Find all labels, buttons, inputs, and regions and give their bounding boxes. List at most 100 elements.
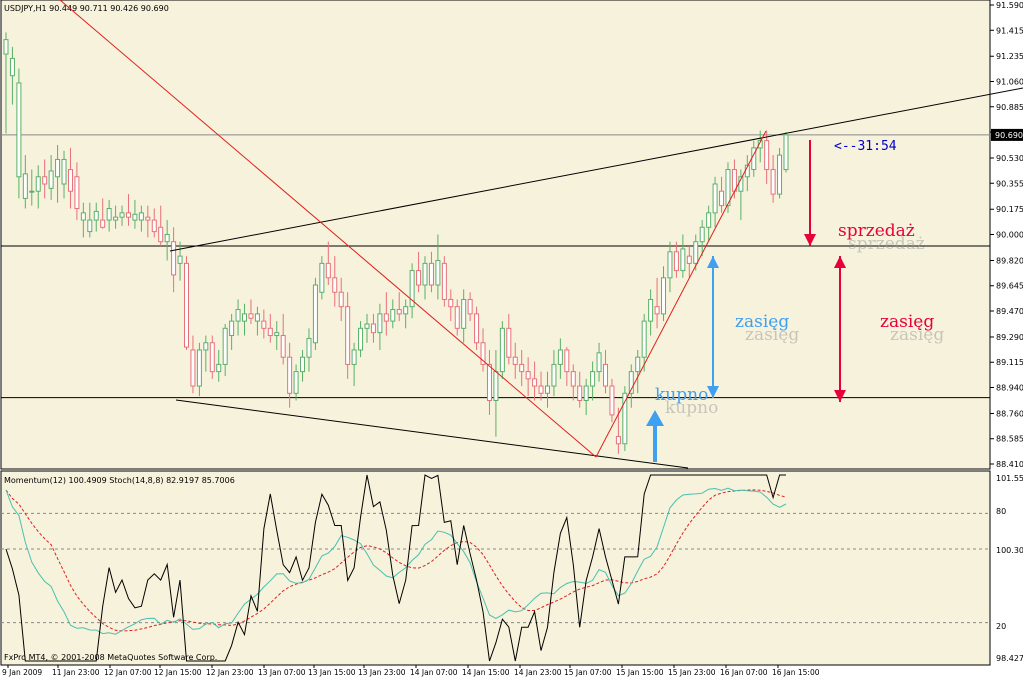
bear-candle[interactable] xyxy=(512,356,518,365)
bear-candle[interactable] xyxy=(454,306,460,329)
bear-candle[interactable] xyxy=(467,298,473,315)
bear-candle[interactable] xyxy=(183,262,189,348)
bull-candle[interactable] xyxy=(3,39,9,55)
bull-candle[interactable] xyxy=(635,356,641,373)
bull-candle[interactable] xyxy=(93,210,99,221)
bear-candle[interactable] xyxy=(416,270,422,286)
bull-candle[interactable] xyxy=(242,313,248,322)
bull-candle[interactable] xyxy=(493,371,499,401)
bear-candle[interactable] xyxy=(577,385,583,401)
bear-candle[interactable] xyxy=(570,371,576,387)
bear-candle[interactable] xyxy=(338,291,344,308)
bear-candle[interactable] xyxy=(486,363,492,401)
bull-candle[interactable] xyxy=(274,332,280,337)
indicator-panel[interactable] xyxy=(0,470,991,666)
bull-candle[interactable] xyxy=(164,234,170,243)
bull-candle[interactable] xyxy=(409,270,415,308)
bear-candle[interactable] xyxy=(603,363,609,387)
bull-candle[interactable] xyxy=(351,349,357,365)
bull-candle[interactable] xyxy=(80,212,86,221)
bull-candle[interactable] xyxy=(583,385,589,401)
bull-candle[interactable] xyxy=(132,213,138,221)
bear-candle[interactable] xyxy=(764,140,770,171)
rising-red-trendline[interactable] xyxy=(595,130,767,458)
bull-candle[interactable] xyxy=(557,349,563,365)
bull-candle[interactable] xyxy=(235,309,241,322)
bull-candle[interactable] xyxy=(641,320,647,358)
bull-candle[interactable] xyxy=(216,363,222,373)
bear-candle[interactable] xyxy=(538,385,544,394)
bull-candle[interactable] xyxy=(119,212,125,218)
bull-candle[interactable] xyxy=(667,251,673,279)
bull-candle[interactable] xyxy=(544,385,550,394)
bull-candle[interactable] xyxy=(435,259,441,286)
stoch-main-line[interactable] xyxy=(5,487,787,635)
bull-candle[interactable] xyxy=(725,169,731,207)
bull-candle[interactable] xyxy=(699,226,705,243)
bear-candle[interactable] xyxy=(719,190,725,207)
bear-candle[interactable] xyxy=(770,169,776,195)
bear-candle[interactable] xyxy=(506,327,512,358)
bull-candle[interactable] xyxy=(35,176,41,192)
bull-candle[interactable] xyxy=(312,284,318,344)
bull-candle[interactable] xyxy=(693,241,699,264)
bear-candle[interactable] xyxy=(615,436,621,445)
bear-candle[interactable] xyxy=(673,251,679,272)
bear-candle[interactable] xyxy=(332,277,338,293)
bear-candle[interactable] xyxy=(67,169,73,192)
momentum-line[interactable] xyxy=(5,474,786,662)
bull-candle[interactable] xyxy=(461,298,467,329)
bull-candle[interactable] xyxy=(177,255,183,264)
bull-candle[interactable] xyxy=(680,248,686,272)
bull-candle[interactable] xyxy=(551,363,557,387)
bull-candle[interactable] xyxy=(422,262,428,286)
bear-candle[interactable] xyxy=(345,306,351,365)
bull-candle[interactable] xyxy=(364,323,370,329)
bull-candle[interactable] xyxy=(254,313,260,322)
bear-candle[interactable] xyxy=(190,349,196,387)
bear-candle[interactable] xyxy=(248,313,254,319)
bull-candle[interactable] xyxy=(48,170,54,189)
bear-candle[interactable] xyxy=(74,176,80,210)
bull-candle[interactable] xyxy=(628,371,634,394)
bull-candle[interactable] xyxy=(757,140,763,149)
bull-candle[interactable] xyxy=(499,327,505,373)
bear-candle[interactable] xyxy=(267,327,273,337)
bear-candle[interactable] xyxy=(448,298,454,308)
bull-candle[interactable] xyxy=(113,216,119,221)
bear-candle[interactable] xyxy=(42,176,48,185)
bull-candle[interactable] xyxy=(590,371,596,387)
bear-candle[interactable] xyxy=(261,320,267,329)
bull-candle[interactable] xyxy=(293,371,299,394)
bear-candle[interactable] xyxy=(686,255,692,264)
bull-candle[interactable] xyxy=(403,306,409,315)
bull-candle[interactable] xyxy=(29,190,35,193)
bull-candle[interactable] xyxy=(196,349,202,387)
bear-candle[interactable] xyxy=(280,335,286,358)
bull-candle[interactable] xyxy=(377,313,383,334)
bear-candle[interactable] xyxy=(325,262,331,279)
bear-candle[interactable] xyxy=(609,385,615,416)
bull-candle[interactable] xyxy=(61,158,67,185)
bear-candle[interactable] xyxy=(171,241,177,276)
bull-candle[interactable] xyxy=(9,57,15,77)
bull-candle[interactable] xyxy=(622,392,628,445)
bull-candle[interactable] xyxy=(229,320,235,337)
bear-candle[interactable] xyxy=(441,262,447,300)
falling-red-trendline[interactable] xyxy=(59,0,597,458)
bear-candle[interactable] xyxy=(654,306,660,315)
bull-candle[interactable] xyxy=(319,262,325,293)
bull-candle[interactable] xyxy=(106,208,112,221)
bull-candle[interactable] xyxy=(777,154,783,195)
bull-candle[interactable] xyxy=(706,212,712,228)
bull-candle[interactable] xyxy=(138,212,144,221)
bear-candle[interactable] xyxy=(145,216,151,221)
bull-candle[interactable] xyxy=(203,342,209,351)
bull-candle[interactable] xyxy=(390,309,396,322)
bear-candle[interactable] xyxy=(532,378,538,387)
bull-candle[interactable] xyxy=(22,173,28,199)
bear-candle[interactable] xyxy=(209,342,215,373)
bear-candle[interactable] xyxy=(151,219,157,233)
lower-channel-trendline[interactable] xyxy=(175,399,689,469)
